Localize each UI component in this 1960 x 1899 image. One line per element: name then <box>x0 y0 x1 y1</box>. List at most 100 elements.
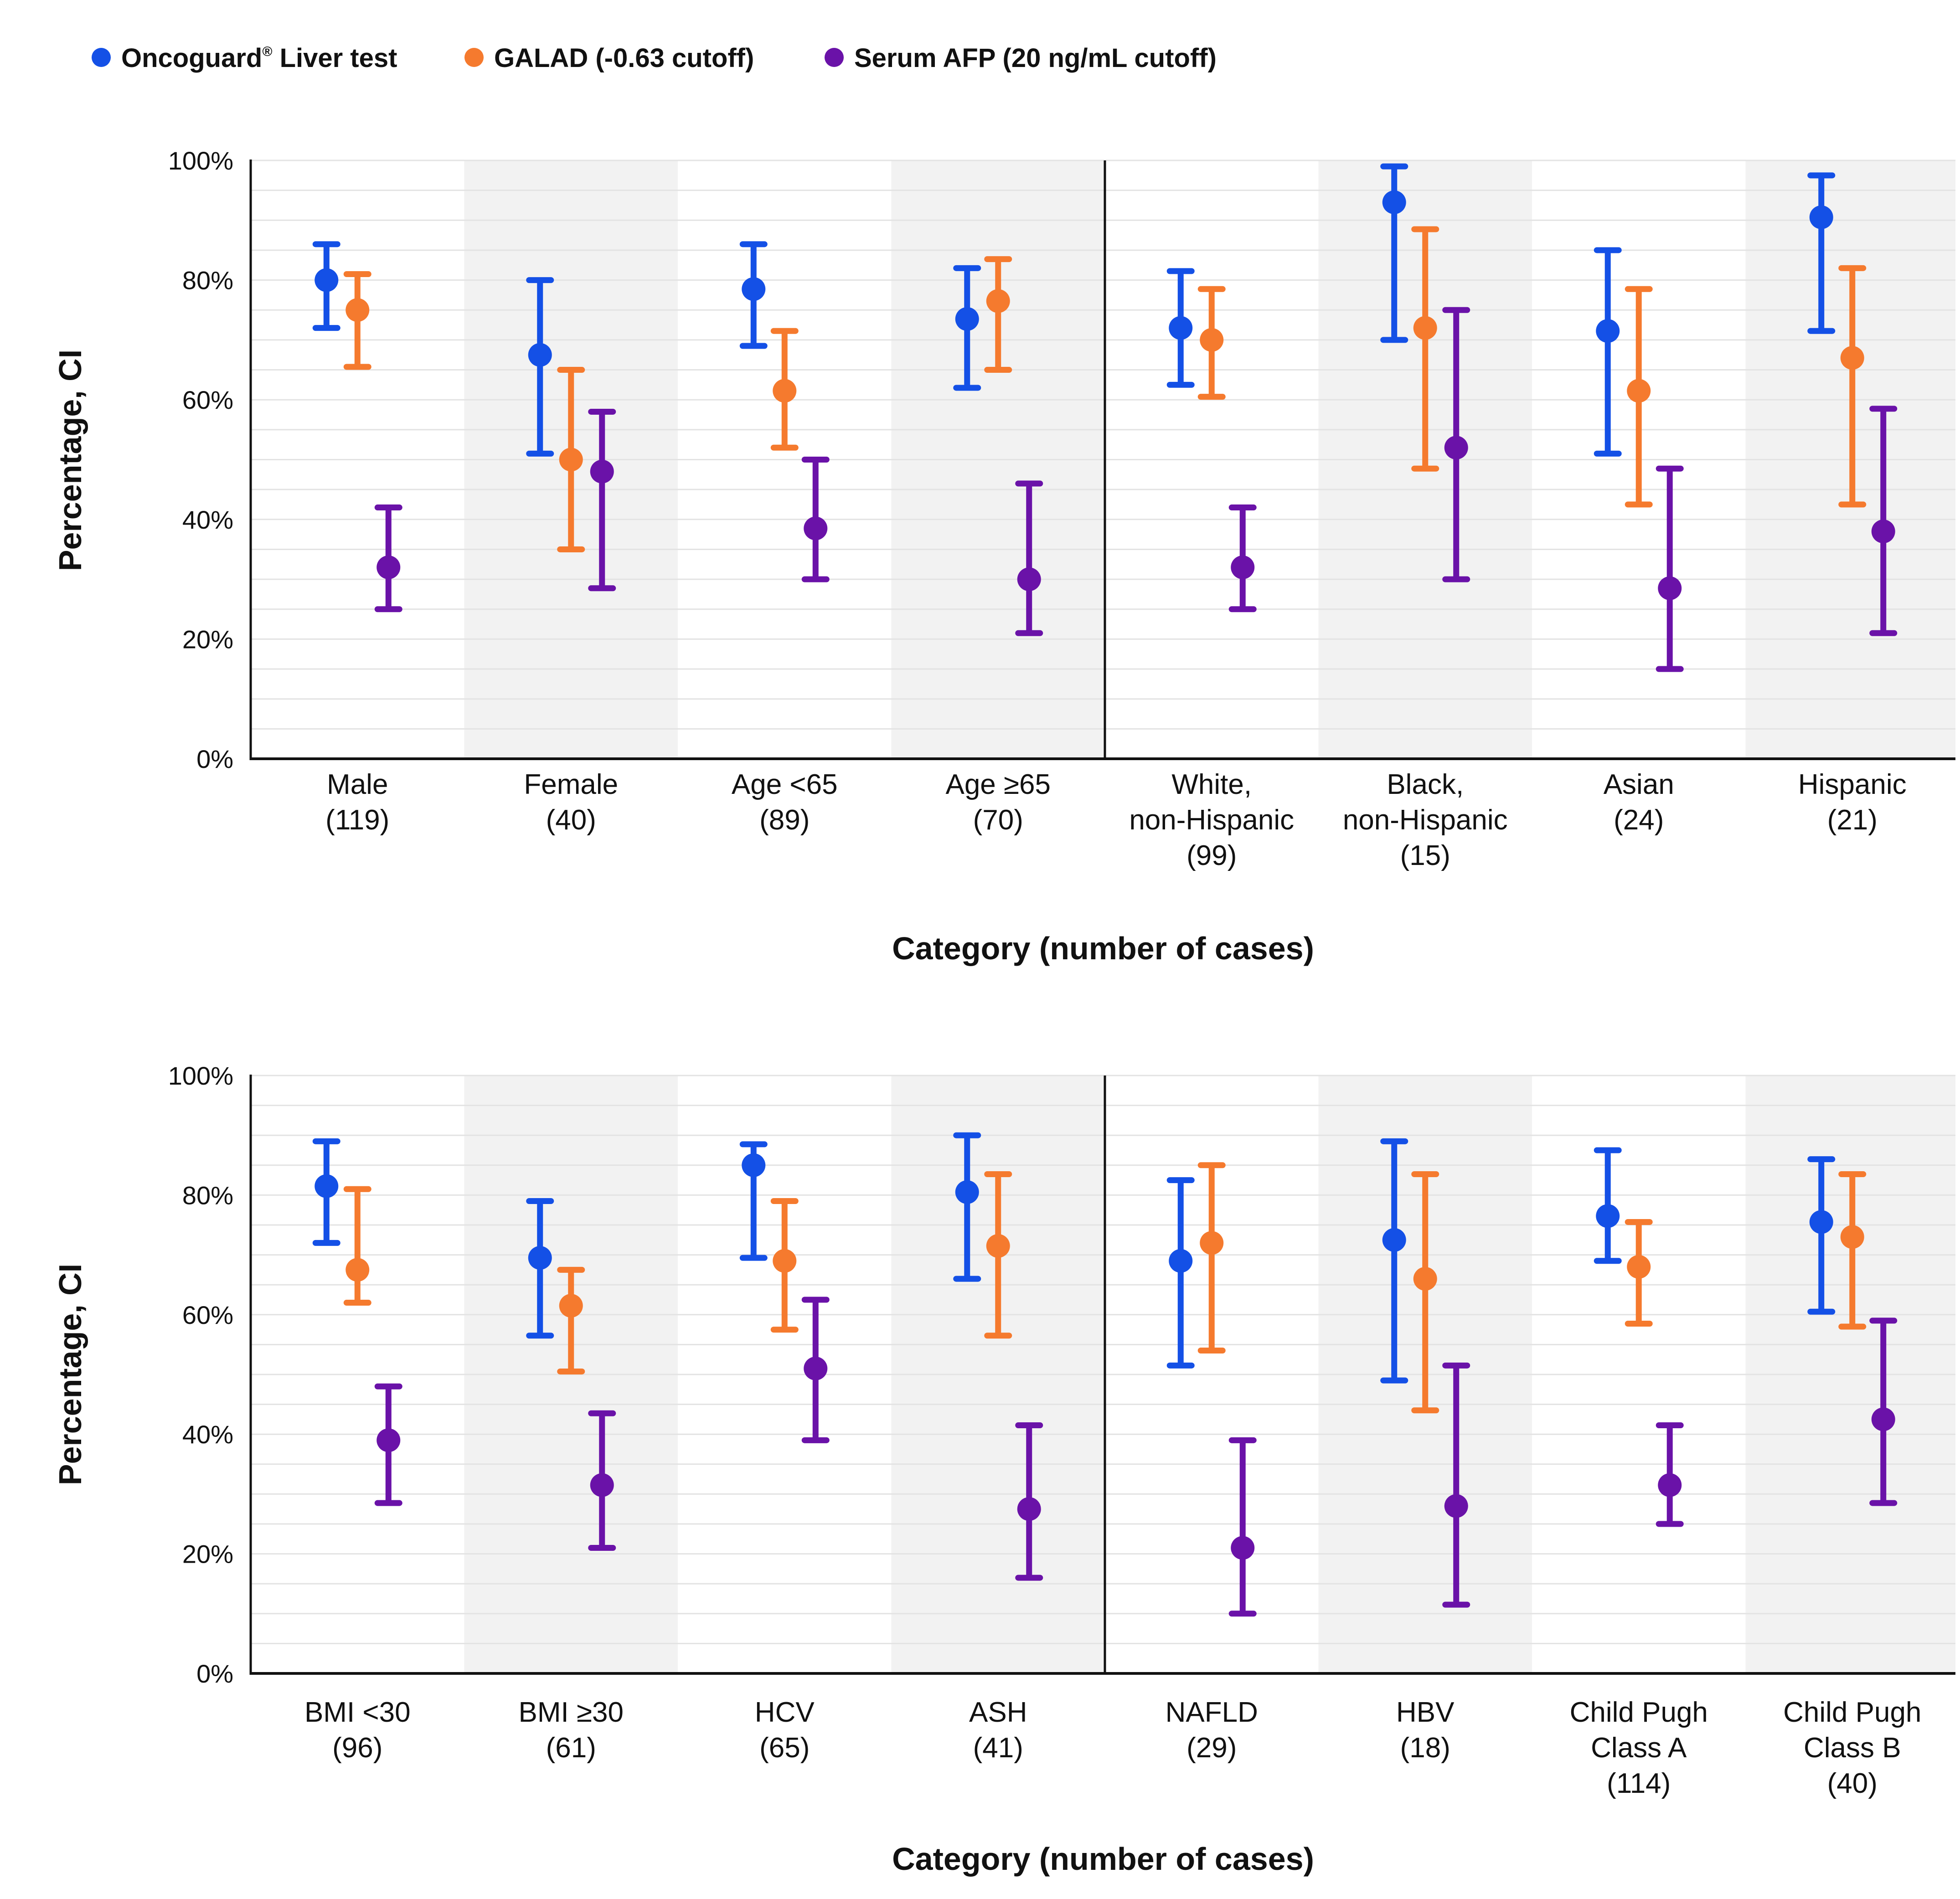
category-label-line: Child Pugh <box>1570 1697 1708 1728</box>
data-point-group <box>953 1132 981 1282</box>
x-axis-title: Category (number of cases) <box>892 1841 1314 1877</box>
series-afp <box>374 1297 1898 1617</box>
data-point-group <box>984 256 1012 373</box>
data-point-galad <box>1413 1267 1437 1291</box>
data-point-group <box>1838 1171 1867 1330</box>
legend-label-oncoguard: Oncoguard® Liver test <box>121 43 397 73</box>
series-oncoguard <box>312 1132 1836 1384</box>
legend-marker-oncoguard <box>92 48 111 67</box>
data-point-afp <box>1658 576 1682 600</box>
y-tick-label: 80% <box>182 266 233 295</box>
data-point-group <box>312 1138 340 1246</box>
legend-marker-galad <box>464 48 484 67</box>
category-label: BMI ≥30 (61) <box>519 1697 624 1764</box>
data-point-oncoguard <box>1596 1204 1620 1228</box>
data-point-group <box>1197 286 1226 400</box>
data-point-group <box>1228 1437 1257 1617</box>
data-point-group <box>770 1198 799 1333</box>
data-point-group <box>1656 465 1684 672</box>
category-label-line: Child Pugh <box>1783 1697 1921 1728</box>
data-point-oncoguard <box>315 268 339 292</box>
data-point-afp <box>377 555 401 579</box>
category-label: Child Pugh Class B (40) <box>1783 1697 1921 1799</box>
category-label-line: non-Hispanic <box>1343 804 1508 836</box>
legend-item-oncoguard: Oncoguard® Liver test <box>92 43 397 73</box>
data-point-galad <box>1413 316 1437 340</box>
category-label: Age ≥65 (70) <box>945 769 1051 836</box>
category-label-line: (65) <box>759 1732 810 1764</box>
category-label: Black, non-Hispanic (15) <box>1343 769 1508 871</box>
chart-panel-demographics: 0% 20% 40% 60% 80% 100% Percentage, CI Category… <box>52 146 1955 966</box>
category-label-line: Asian <box>1604 769 1674 800</box>
data-point-group <box>801 457 830 582</box>
data-point-group <box>526 1198 554 1339</box>
category-label-line: Age <65 <box>732 769 838 800</box>
category-label-line: HBV <box>1396 1697 1455 1728</box>
data-point-oncoguard <box>528 343 552 367</box>
data-point-galad <box>346 298 370 322</box>
data-point-group <box>1015 1422 1043 1581</box>
data-point-oncoguard <box>1382 190 1406 214</box>
data-point-galad <box>559 1294 583 1318</box>
y-tick-label: 100% <box>168 146 233 175</box>
data-point-group <box>1869 406 1898 636</box>
category-label: Asian (24) <box>1604 769 1674 836</box>
data-point-oncoguard <box>528 1246 552 1270</box>
category-label-line: (40) <box>546 804 596 836</box>
data-point-group <box>1197 1162 1226 1354</box>
category-label: HBV (18) <box>1396 1697 1455 1764</box>
y-tick-label: 0% <box>196 1659 233 1688</box>
data-point-galad <box>1840 1225 1864 1249</box>
category-label-line: (41) <box>973 1732 1023 1764</box>
category-label: Child Pugh Class A (114) <box>1570 1697 1708 1799</box>
y-tick-label: 60% <box>182 386 233 414</box>
y-axis-title: Percentage, CI <box>52 1264 88 1485</box>
legend-label-afp: Serum AFP (20 ng/mL cutoff) <box>854 43 1217 73</box>
category-label-line: (89) <box>759 804 810 836</box>
data-point-galad <box>559 448 583 472</box>
category-label: BMI <30 (96) <box>304 1697 411 1764</box>
data-point-group <box>1625 286 1653 508</box>
data-point-afp <box>377 1428 401 1452</box>
legend-label-text: Serum AFP (20 ng/mL cutoff) <box>854 43 1217 73</box>
data-point-group <box>1594 247 1622 457</box>
data-point-galad <box>986 289 1010 313</box>
series-afp <box>374 307 1898 672</box>
data-point-group <box>1594 1147 1622 1264</box>
category-label: Age <65 (89) <box>732 769 838 836</box>
data-point-group <box>801 1297 830 1443</box>
data-point-group <box>1228 504 1257 612</box>
category-label-line: (114) <box>1607 1768 1671 1799</box>
data-point-group <box>1442 307 1470 582</box>
data-point-oncoguard <box>1382 1228 1406 1252</box>
data-point-afp <box>1444 436 1468 460</box>
y-axis-title: Percentage, CI <box>52 350 88 571</box>
data-point-group <box>343 271 371 370</box>
category-label: NAFLD (29) <box>1166 1697 1258 1764</box>
y-tick-label: 40% <box>182 505 233 534</box>
legend-item-afp: Serum AFP (20 ng/mL cutoff) <box>825 43 1217 73</box>
category-label-line: (40) <box>1827 1768 1877 1799</box>
legend-label-superscript: ® <box>262 44 272 59</box>
data-point-oncoguard <box>1169 316 1193 340</box>
data-point-group <box>1015 480 1043 636</box>
category-label: HCV (65) <box>755 1697 815 1764</box>
category-label-line: Class A <box>1591 1732 1687 1764</box>
category-label-line: Male <box>327 769 388 800</box>
data-point-group <box>1380 163 1408 343</box>
data-point-group <box>557 367 585 552</box>
legend-item-galad: GALAD (-0.63 cutoff) <box>464 43 754 73</box>
category-label-line: (99) <box>1186 840 1237 871</box>
y-tick-label: 40% <box>182 1420 233 1449</box>
category-label-line: ASH <box>969 1697 1027 1728</box>
data-point-group <box>343 1186 371 1306</box>
category-label: White, non-Hispanic (99) <box>1129 769 1294 871</box>
data-point-oncoguard <box>1809 205 1833 229</box>
data-point-oncoguard <box>1596 319 1620 343</box>
legend-label-text: GALAD (-0.63 cutoff) <box>494 43 754 73</box>
data-point-group <box>588 1410 616 1551</box>
data-point-group <box>1380 1138 1408 1384</box>
data-point-afp <box>1231 1536 1255 1560</box>
data-point-afp <box>1444 1494 1468 1518</box>
